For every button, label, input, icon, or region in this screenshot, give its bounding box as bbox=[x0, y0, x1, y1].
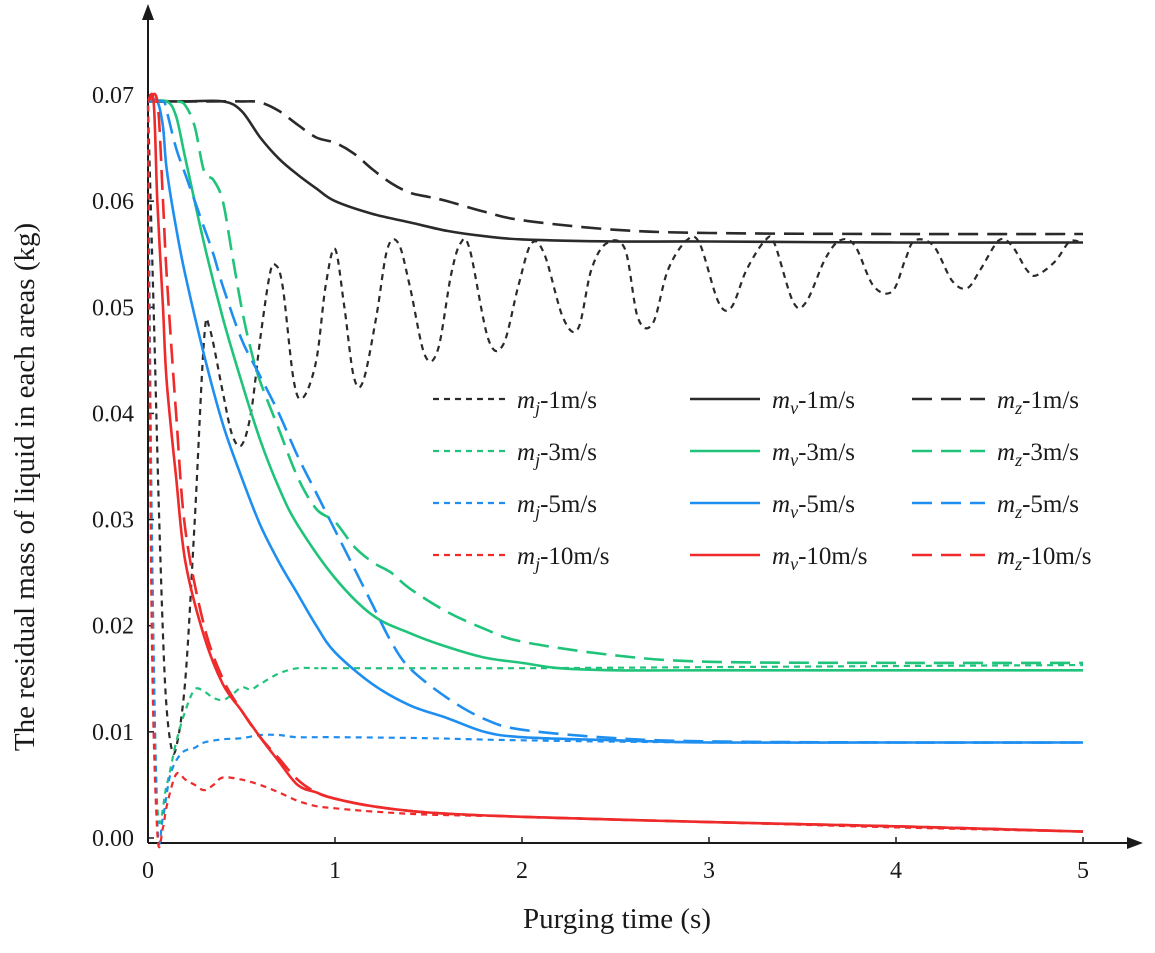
y-axis-arrow bbox=[142, 4, 154, 20]
legend-label: mj-10m/s bbox=[517, 543, 610, 574]
legend-label: mj-5m/s bbox=[517, 491, 597, 522]
legend-label: mz-3m/s bbox=[997, 439, 1079, 470]
x-axis-arrow bbox=[1127, 837, 1143, 849]
legend-label: mv-10m/s bbox=[772, 543, 868, 574]
legend-label: mv-3m/s bbox=[772, 439, 855, 470]
y-tick-label: 0.05 bbox=[92, 295, 134, 321]
legend-label: mz-10m/s bbox=[997, 543, 1092, 574]
y-tick-label: 0.06 bbox=[92, 189, 134, 215]
series-line-mj-5m-s bbox=[146, 105, 1083, 846]
y-tick-label: 0.03 bbox=[92, 508, 134, 534]
x-axis-title: Purging time (s) bbox=[523, 903, 711, 935]
series-line-mz-1m-s bbox=[147, 100, 1084, 236]
legend-label: mj-3m/s bbox=[517, 439, 597, 470]
x-tick-label: 5 bbox=[1077, 858, 1089, 884]
y-tick-label: 0.04 bbox=[92, 401, 134, 427]
series-line-mj-3m-s bbox=[146, 105, 1084, 825]
series-line-mv-10m-s bbox=[146, 92, 1084, 833]
y-tick-label: 0.02 bbox=[92, 614, 134, 640]
x-tick-label: 3 bbox=[703, 858, 715, 884]
series-line-mz-10m-s bbox=[146, 92, 1084, 833]
plot-area bbox=[146, 92, 1084, 849]
series-line-mv-1m-s bbox=[147, 99, 1084, 244]
x-tick-label: 2 bbox=[516, 858, 528, 884]
y-tick-label: 0.07 bbox=[92, 83, 134, 109]
x-tick-label: 1 bbox=[329, 858, 341, 884]
legend-label: mz-1m/s bbox=[997, 387, 1079, 418]
x-tick-label: 0 bbox=[142, 858, 154, 884]
series-line-mv-3m-s bbox=[147, 99, 1083, 672]
series-line-mj-1m-s bbox=[146, 105, 1084, 755]
y-axis-title: The residual mass of liquid in each area… bbox=[9, 223, 41, 751]
series-line-mz-3m-s bbox=[147, 99, 1084, 665]
legend-label: mv-1m/s bbox=[772, 387, 855, 418]
series-line-mv-5m-s bbox=[147, 98, 1083, 744]
legend-label: mv-5m/s bbox=[772, 491, 855, 522]
x-tick-label: 4 bbox=[890, 858, 902, 884]
legend: mj-1m/s mv-1m/s mz-1m/s mj-3m/s mv-3m/s mz-3m… bbox=[433, 387, 1092, 574]
series-line-mj-10m-s bbox=[146, 105, 1084, 849]
axes: 0 1 2 3 4 5 0.00 0.01 0.02 0.03 0.04 0.05 0.06 0.07 bbox=[92, 4, 1143, 884]
y-tick-label: 0.01 bbox=[92, 720, 134, 746]
series-line-mz-5m-s bbox=[147, 99, 1084, 744]
y-tick-label: 0.00 bbox=[92, 826, 134, 852]
legend-label: mz-5m/s bbox=[997, 491, 1079, 522]
legend-label: mj-1m/s bbox=[517, 387, 597, 418]
